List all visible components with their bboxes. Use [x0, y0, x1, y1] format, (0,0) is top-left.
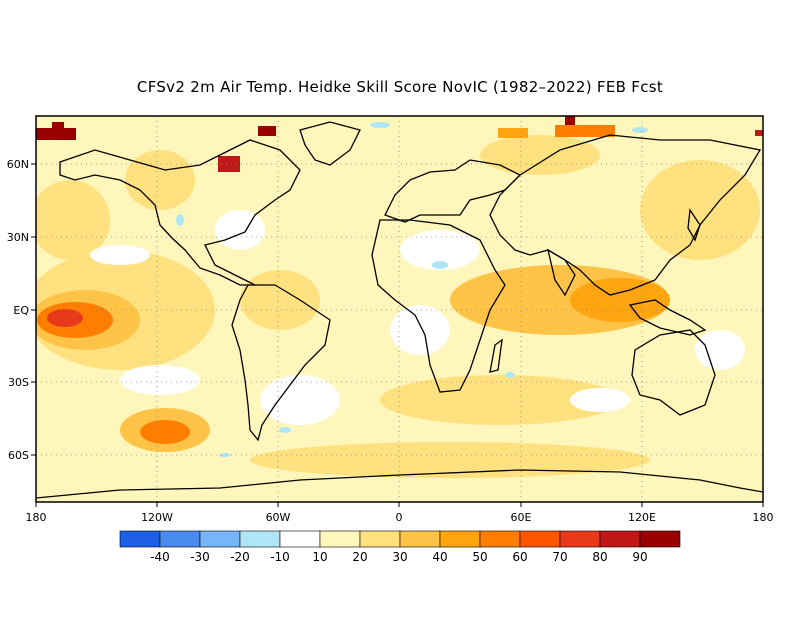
lon-label-60e: 60E — [511, 511, 532, 524]
axis-ticks — [31, 163, 764, 507]
colorbar-swatch — [239, 530, 281, 548]
colorbar-label: 20 — [352, 550, 367, 564]
colorbar-swatch — [519, 530, 561, 548]
colorbar-swatch — [559, 530, 601, 548]
colorbar-swatch — [399, 530, 441, 548]
lon-label-120e: 120E — [628, 511, 656, 524]
map-title: CFSv2 2m Air Temp. Heidke Skill Score No… — [136, 78, 664, 96]
graticule — [36, 116, 763, 502]
colorbar-swatch — [319, 530, 361, 548]
colorbar-swatch — [119, 530, 161, 548]
colorbar-label: 80 — [592, 550, 607, 564]
colorbar-swatch — [599, 530, 641, 548]
colorbar-label: 40 — [432, 550, 447, 564]
colorbar-label: 50 — [472, 550, 487, 564]
colorbar: -40 -30 -20 -10 10 20 30 40 50 60 70 80 90 — [119, 530, 681, 564]
colorbar-swatch — [159, 530, 201, 548]
lat-label-eq: EQ — [13, 304, 29, 317]
colorbar-label: 90 — [632, 550, 647, 564]
colorbar-label: -10 — [270, 550, 290, 564]
lon-label-0: 0 — [396, 511, 403, 524]
colorbar-label: 70 — [552, 550, 567, 564]
lat-label-60n: 60N — [7, 158, 29, 171]
lat-label-60s: 60S — [8, 449, 29, 462]
skill-score-field — [36, 116, 763, 502]
lon-label-120w: 120W — [141, 511, 173, 524]
colorbar-label: -40 — [150, 550, 170, 564]
colorbar-swatch — [359, 530, 401, 548]
colorbar-label: 10 — [312, 550, 327, 564]
colorbar-swatch — [639, 530, 681, 548]
lat-label-30n: 30N — [7, 231, 29, 244]
lon-label-60w: 60W — [266, 511, 291, 524]
colorbar-label: -20 — [230, 550, 250, 564]
colorbar-label: 30 — [392, 550, 407, 564]
lon-label-180e: 180 — [753, 511, 774, 524]
colorbar-swatch — [279, 530, 321, 548]
lon-label-180w: 180 — [26, 511, 47, 524]
colorbar-swatch — [199, 530, 241, 548]
colorbar-swatch — [439, 530, 481, 548]
lat-label-30s: 30S — [8, 376, 29, 389]
colorbar-label: -30 — [190, 550, 210, 564]
colorbar-swatch — [479, 530, 521, 548]
colorbar-label: 60 — [512, 550, 527, 564]
coastlines — [36, 121, 763, 499]
